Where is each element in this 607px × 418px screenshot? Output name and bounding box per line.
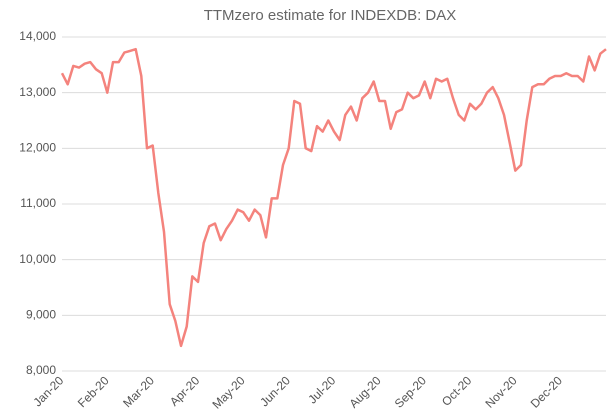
x-tick-label: Apr-20 (167, 373, 203, 409)
data-line (60, 47, 607, 348)
y-tick-label: 14,000 (19, 29, 56, 43)
x-tick-label: Nov-20 (482, 373, 519, 410)
y-tick-label: 12,000 (19, 141, 56, 155)
x-tick-label: Mar-20 (120, 373, 157, 410)
x-tick-label: Aug-20 (346, 373, 383, 410)
x-tick-label: Jun-20 (257, 373, 293, 409)
x-tick-label: Feb-20 (75, 373, 112, 410)
x-tick-label: Oct-20 (439, 373, 475, 409)
y-tick-label: 9,000 (26, 308, 56, 322)
chart-title: TTMzero estimate for INDEXDB: DAX (204, 7, 457, 24)
y-tick-label: 8,000 (26, 363, 56, 377)
x-tick-label: May-20 (210, 373, 248, 411)
x-tick-label: Jan-20 (31, 373, 67, 409)
y-tick-label: 10,000 (19, 252, 56, 266)
x-tick-label: Jul-20 (305, 373, 338, 406)
y-tick-label: 13,000 (19, 85, 56, 99)
x-tick-label: Dec-20 (528, 373, 565, 410)
x-tick-label: Sep-20 (392, 373, 429, 410)
y-tick-label: 11,000 (20, 196, 56, 210)
